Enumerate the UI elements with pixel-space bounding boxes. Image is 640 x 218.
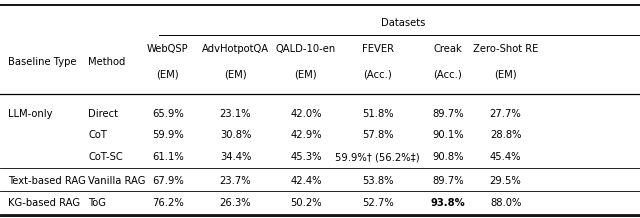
Text: AdvHotpotQA: AdvHotpotQA: [202, 44, 269, 54]
Text: 67.9%: 67.9%: [152, 176, 184, 186]
Text: 27.7%: 27.7%: [490, 109, 522, 119]
Text: KG-based RAG: KG-based RAG: [8, 198, 80, 208]
Text: 34.4%: 34.4%: [220, 152, 252, 162]
Text: Vanilla RAG: Vanilla RAG: [88, 176, 146, 186]
Text: 45.4%: 45.4%: [490, 152, 522, 162]
Text: 93.8%: 93.8%: [431, 198, 465, 208]
Text: (Acc.): (Acc.): [434, 69, 462, 79]
Text: 89.7%: 89.7%: [432, 109, 464, 119]
Text: Creak: Creak: [434, 44, 462, 54]
Text: 59.9%† (56.2%‡): 59.9%† (56.2%‡): [335, 152, 420, 162]
Text: 42.4%: 42.4%: [290, 176, 322, 186]
Text: 52.7%: 52.7%: [362, 198, 394, 208]
Text: (EM): (EM): [156, 69, 179, 79]
Text: (EM): (EM): [494, 69, 517, 79]
Text: 42.0%: 42.0%: [290, 109, 322, 119]
Text: 88.0%: 88.0%: [490, 198, 522, 208]
Text: (Acc.): (Acc.): [364, 69, 392, 79]
Text: 28.8%: 28.8%: [490, 130, 522, 140]
Text: 23.7%: 23.7%: [220, 176, 252, 186]
Text: 30.8%: 30.8%: [220, 130, 252, 140]
Text: 89.7%: 89.7%: [432, 176, 464, 186]
Text: CoT-SC: CoT-SC: [88, 152, 123, 162]
Text: 76.2%: 76.2%: [152, 198, 184, 208]
Text: LLM-only: LLM-only: [8, 109, 52, 119]
Text: Method: Method: [88, 57, 125, 66]
Text: 53.8%: 53.8%: [362, 176, 394, 186]
Text: 90.8%: 90.8%: [432, 152, 464, 162]
Text: Direct: Direct: [88, 109, 118, 119]
Text: Datasets: Datasets: [381, 18, 426, 28]
Text: 42.9%: 42.9%: [290, 130, 322, 140]
Text: 23.1%: 23.1%: [220, 109, 252, 119]
Text: Zero-Shot RE: Zero-Shot RE: [473, 44, 538, 54]
Text: 29.5%: 29.5%: [490, 176, 522, 186]
Text: Baseline Type: Baseline Type: [8, 57, 76, 66]
Text: 26.3%: 26.3%: [220, 198, 252, 208]
Text: ToG: ToG: [88, 198, 106, 208]
Text: (EM): (EM): [224, 69, 247, 79]
Text: (EM): (EM): [294, 69, 317, 79]
Text: 59.9%: 59.9%: [152, 130, 184, 140]
Text: WebQSP: WebQSP: [147, 44, 189, 54]
Text: 57.8%: 57.8%: [362, 130, 394, 140]
Text: CoT: CoT: [88, 130, 107, 140]
Text: FEVER: FEVER: [362, 44, 394, 54]
Text: 65.9%: 65.9%: [152, 109, 184, 119]
Text: 90.1%: 90.1%: [432, 130, 464, 140]
Text: Text-based RAG: Text-based RAG: [8, 176, 86, 186]
Text: QALD-10-en: QALD-10-en: [276, 44, 336, 54]
Text: 50.2%: 50.2%: [290, 198, 322, 208]
Text: 45.3%: 45.3%: [290, 152, 322, 162]
Text: 51.8%: 51.8%: [362, 109, 394, 119]
Text: 61.1%: 61.1%: [152, 152, 184, 162]
